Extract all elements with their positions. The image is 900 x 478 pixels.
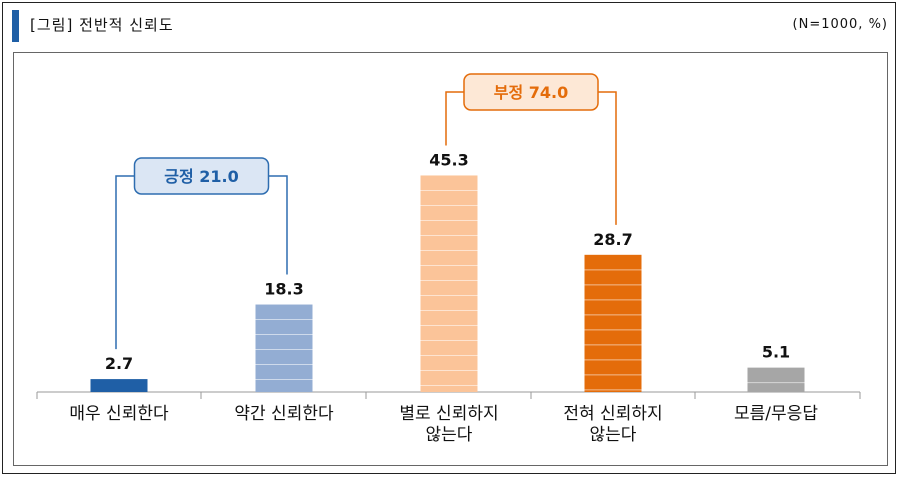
value-label-0: 2.7: [105, 354, 133, 373]
group-label-0: 긍정 21.0: [164, 167, 239, 186]
category-label-2: 않는다: [426, 425, 473, 445]
bar-3: [584, 254, 642, 392]
category-label-4: 모름/무응답: [734, 404, 818, 424]
value-label-1: 18.3: [264, 280, 303, 299]
sample-size-note: (N=1000, %): [792, 17, 888, 32]
group-label-1: 부정 74.0: [494, 83, 569, 102]
category-label-2: 별로 신뢰하지: [399, 404, 498, 424]
category-label-0: 매우 신뢰한다: [69, 404, 169, 424]
value-label-3: 28.7: [593, 230, 632, 249]
figure-title: [그림] 전반적 신뢰도: [30, 16, 174, 34]
bar-0: [90, 379, 148, 392]
group-label-box-0: [133, 157, 270, 195]
group-label-box-1: [463, 73, 599, 111]
category-label-3: 전혀 신뢰하지: [563, 404, 662, 424]
bar-4: [747, 367, 805, 392]
chart-area: [13, 52, 888, 466]
value-label-2: 45.3: [429, 150, 468, 169]
bar-2: [420, 175, 478, 392]
value-label-4: 5.1: [762, 343, 790, 362]
category-label-3: 않는다: [590, 425, 637, 445]
header-accent-bar: [12, 10, 19, 42]
category-label-1: 약간 신뢰한다: [234, 404, 334, 424]
bar-1: [255, 304, 313, 392]
